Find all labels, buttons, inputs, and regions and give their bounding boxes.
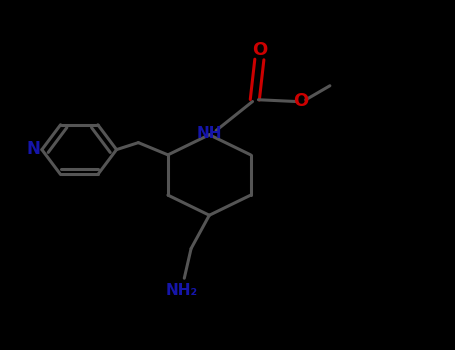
Text: N: N <box>27 140 40 158</box>
Text: NH: NH <box>197 126 222 140</box>
Text: O: O <box>252 41 267 59</box>
Text: O: O <box>293 92 308 110</box>
Text: NH₂: NH₂ <box>166 283 198 298</box>
